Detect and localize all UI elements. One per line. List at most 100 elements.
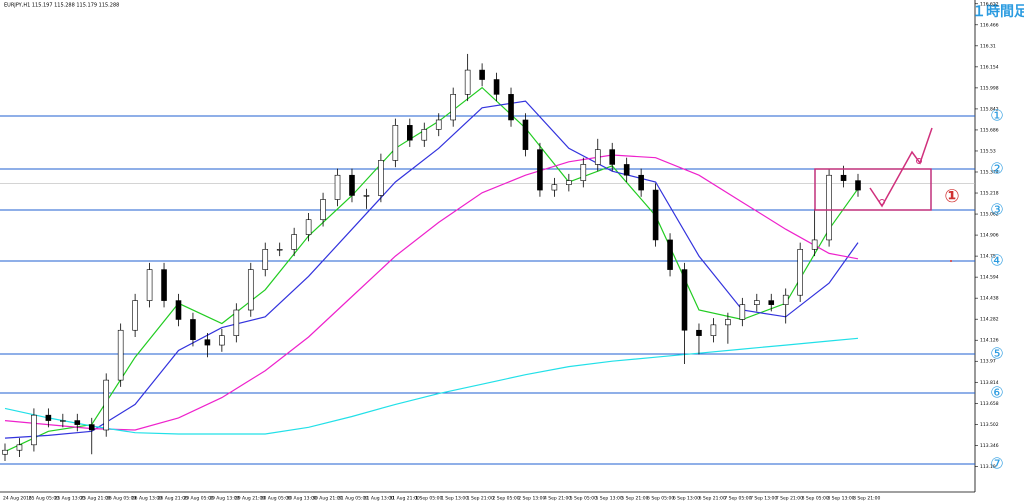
candle-body: [435, 119, 442, 130]
candle-body: [739, 304, 746, 320]
candle-body: [378, 160, 384, 196]
candle-body: [88, 424, 95, 431]
candle-body: [537, 149, 543, 191]
x-tick-label: 29 Aug 21:00: [235, 496, 265, 502]
candle-body: [31, 414, 37, 446]
y-tick-label: 114.906: [980, 233, 999, 239]
candle-body: [609, 149, 616, 165]
candle-body: [493, 79, 500, 95]
candle-body: [363, 195, 370, 197]
y-tick-label: 116.154: [980, 64, 999, 70]
y-tick-label: 115.218: [980, 191, 999, 197]
candle-body: [652, 189, 659, 241]
x-tick-label: 30 Aug 05:00: [261, 496, 291, 502]
candle-body: [407, 125, 413, 141]
y-tick-label: 114.75: [980, 254, 996, 260]
candle-body: [522, 119, 529, 150]
candle-body: [392, 125, 399, 161]
candle-body: [190, 319, 196, 340]
candle-body: [421, 129, 428, 141]
level-label: ②: [990, 160, 1003, 178]
y-tick-label: 115.374: [980, 169, 999, 175]
y-tick-label: 113.814: [980, 380, 999, 386]
x-tick-label: 2 Sep 05:00: [492, 496, 519, 502]
candle-body: [103, 379, 110, 431]
candle-body: [45, 414, 52, 421]
y-tick-label: 113.19: [980, 464, 996, 470]
y-tick-label: 116.466: [980, 22, 999, 28]
candle-body: [696, 329, 702, 336]
scenario-arrow: [869, 127, 933, 208]
candle-body: [175, 300, 182, 320]
x-tick-label: 26 Aug 05:00: [106, 496, 136, 502]
candle-body: [450, 94, 456, 121]
candle-body: [681, 269, 688, 331]
candle-body: [508, 94, 514, 121]
moving-average: [4, 100, 859, 439]
x-tick-label: 8 Sep 21:00: [853, 496, 880, 502]
x-tick-label: 25 Aug 13:00: [55, 496, 85, 502]
candle-body: [219, 335, 225, 346]
y-tick-label: 113.346: [980, 443, 999, 449]
highlight-box: [814, 168, 932, 211]
candle-body: [233, 309, 240, 336]
candle-body: [117, 329, 124, 381]
x-tick-label: 1 Sep 21:00: [467, 496, 494, 502]
x-tick-label: 26 Aug 21:00: [158, 496, 188, 502]
marker: [879, 199, 885, 205]
moving-average: [4, 337, 859, 435]
y-tick-label: 116.31: [980, 43, 996, 49]
candle-body: [349, 174, 355, 196]
level-label: ③: [990, 201, 1003, 219]
candle-body: [855, 180, 861, 191]
x-tick-label: 25 Aug 05:00: [29, 496, 59, 502]
x-tick-label: 31 Aug 21:00: [389, 496, 419, 502]
y-tick-label: 114.126: [980, 338, 999, 344]
candle-body: [74, 420, 81, 425]
chart-title: １時間足: [972, 3, 1024, 20]
candle-body: [276, 249, 283, 251]
candle-body: [826, 174, 832, 241]
y-tick-label: 113.658: [980, 401, 999, 407]
x-tick-label: 30 Aug 21:00: [312, 496, 342, 502]
candle-body: [146, 269, 153, 301]
x-tick-label: 1 Sep 13:00: [441, 496, 468, 502]
annotation-label: ①: [944, 186, 959, 207]
candle-body: [840, 174, 847, 181]
candle-body: [753, 300, 760, 305]
candle-body: [464, 69, 471, 95]
y-tick-label: 114.282: [980, 317, 999, 323]
candle-body: [623, 164, 630, 176]
candle-body: [247, 269, 254, 311]
candle-body: [580, 164, 587, 181]
x-tick-label: 29 Aug 05:00: [183, 496, 213, 502]
level-label: ①: [990, 107, 1003, 125]
x-tick-label: 5 Sep 21:00: [621, 496, 648, 502]
candle-body: [305, 219, 312, 235]
candle-body: [725, 319, 731, 326]
x-tick-label: 2 Sep 13:00: [518, 496, 545, 502]
y-tick-label: 113.97: [980, 359, 996, 365]
y-tick-label: 116.622: [980, 1, 999, 7]
x-tick-label: 6 Sep 13:00: [673, 496, 700, 502]
x-tick-label: 7 Sep 13:00: [750, 496, 777, 502]
level-label: ⑤: [990, 344, 1003, 362]
y-tick-label: 115.842: [980, 106, 999, 112]
level-label: ④: [990, 251, 1003, 269]
x-tick-label: 31 Aug 13:00: [364, 496, 394, 502]
candle-body: [204, 339, 211, 346]
candle-body: [594, 149, 601, 165]
y-tick-label: 115.998: [980, 85, 999, 91]
x-tick-label: 24 Aug 2016: [3, 496, 32, 502]
level-label: ⑦: [990, 454, 1003, 472]
candle-body: [320, 199, 326, 221]
x-tick-label: 30 Aug 13:00: [286, 496, 316, 502]
y-tick-label: 114.438: [980, 296, 999, 302]
candle-body: [551, 184, 558, 191]
candle-body: [334, 174, 341, 200]
candle-body: [768, 300, 775, 305]
candle-body: [161, 269, 167, 301]
dot: [950, 260, 952, 262]
